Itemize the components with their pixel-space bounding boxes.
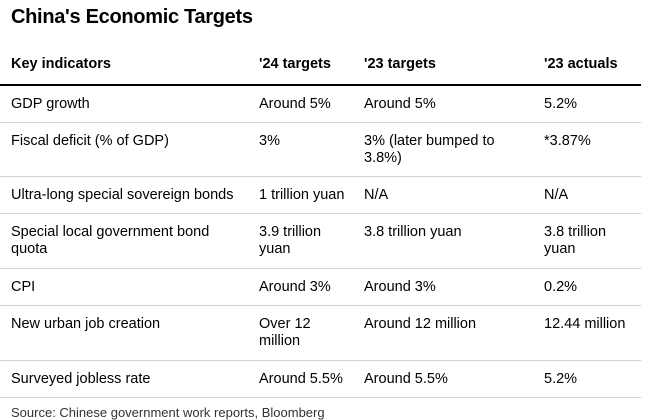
actual-23-cell: *3.87%	[533, 122, 641, 177]
table-row: Fiscal deficit (% of GDP) 3% 3% (later b…	[0, 122, 641, 177]
actual-23-cell: 3.8 trillion yuan	[533, 213, 641, 269]
table-row: CPI Around 3% Around 3% 0.2%	[0, 268, 641, 306]
target-23-cell: Around 5%	[353, 85, 533, 123]
table-row: Special local government bond quota 3.9 …	[0, 213, 641, 269]
column-header-24-targets: '24 targets	[248, 44, 353, 86]
target-24-cell: Over 12 million	[248, 305, 353, 361]
column-header-23-actuals: '23 actuals	[533, 44, 641, 86]
table-header-row: Key indicators '24 targets '23 targets '…	[0, 44, 641, 86]
actual-23-cell: N/A	[533, 176, 641, 214]
target-23-cell: Around 5.5%	[353, 360, 533, 398]
target-24-cell: 3%	[248, 122, 353, 177]
target-23-cell: 3% (later bumped to 3.8%)	[353, 122, 533, 177]
indicator-cell: Surveyed jobless rate	[0, 360, 248, 398]
indicator-cell: New urban job creation	[0, 305, 248, 361]
table-row: Ultra-long special sovereign bonds 1 tri…	[0, 176, 641, 214]
page-title: China's Economic Targets	[11, 6, 253, 28]
target-24-cell: Around 5.5%	[248, 360, 353, 398]
table-row: New urban job creation Over 12 million A…	[0, 305, 641, 361]
indicator-cell: CPI	[0, 268, 248, 306]
actual-23-cell: 12.44 million	[533, 305, 641, 361]
actual-23-cell: 0.2%	[533, 268, 641, 306]
target-23-cell: 3.8 trillion yuan	[353, 213, 533, 269]
indicator-cell: Special local government bond quota	[0, 213, 248, 269]
target-23-cell: Around 12 million	[353, 305, 533, 361]
table-row: Surveyed jobless rate Around 5.5% Around…	[0, 360, 641, 398]
column-header-23-targets: '23 targets	[353, 44, 533, 86]
target-23-cell: N/A	[353, 176, 533, 214]
table-row: GDP growth Around 5% Around 5% 5.2%	[0, 85, 641, 123]
target-24-cell: 1 trillion yuan	[248, 176, 353, 214]
target-23-cell: Around 3%	[353, 268, 533, 306]
actual-23-cell: 5.2%	[533, 85, 641, 123]
indicator-cell: GDP growth	[0, 85, 248, 123]
target-24-cell: Around 3%	[248, 268, 353, 306]
column-header-key-indicators: Key indicators	[0, 44, 248, 86]
target-24-cell: Around 5%	[248, 85, 353, 123]
economic-targets-table: Key indicators '24 targets '23 targets '…	[0, 44, 641, 398]
indicator-cell: Fiscal deficit (% of GDP)	[0, 122, 248, 177]
actual-23-cell: 5.2%	[533, 360, 641, 398]
indicator-cell: Ultra-long special sovereign bonds	[0, 176, 248, 214]
target-24-cell: 3.9 trillion yuan	[248, 213, 353, 269]
